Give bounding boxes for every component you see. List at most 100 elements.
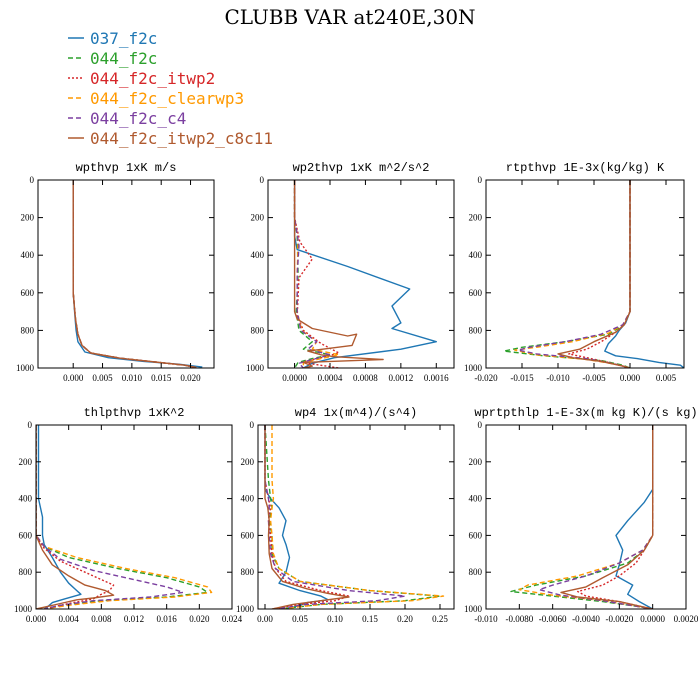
series-line-6	[293, 180, 384, 368]
x-tick-label: 0.20	[397, 614, 413, 624]
y-tick-label: 800	[21, 325, 35, 335]
x-tick-label: 0.024	[222, 614, 243, 624]
y-tick-label: 600	[469, 530, 483, 540]
x-tick-label: 0.010	[122, 373, 143, 383]
panel-6: wprtpthlp 1-E-3x(m kg K)/(s kg)0 200 400 60…	[464, 406, 699, 624]
series-line-1	[615, 425, 654, 609]
x-tick-label: 0.000	[63, 373, 84, 383]
x-tick-label: -0.0020	[605, 614, 633, 624]
x-tick-label: -0.0040	[572, 614, 600, 624]
y-tick-label: 600	[469, 288, 483, 298]
y-tick-label: 800	[19, 567, 33, 577]
panel-3: rtpthvp 1E-3x(kg/kg) K02004006008001000-…	[464, 161, 685, 383]
x-tick-label: -0.015	[510, 373, 534, 383]
y-tick-label: 0	[28, 420, 33, 430]
series-line-3	[577, 425, 654, 609]
series-line-2	[264, 425, 441, 609]
series-line-2	[72, 180, 197, 368]
y-tick-label: 400	[251, 250, 265, 260]
x-tick-label: 0.004	[59, 614, 80, 624]
x-tick-label: 0.0008	[353, 373, 378, 383]
y-tick-label: 200	[469, 457, 483, 467]
x-tick-label: 0.020	[180, 373, 201, 383]
y-tick-label: 400	[469, 250, 483, 260]
y-tick-label: 800	[241, 567, 255, 577]
series-line-2	[36, 425, 209, 609]
series-line-5	[264, 425, 406, 609]
y-tick-label: 400	[469, 494, 483, 504]
panel-title: thlpthvp 1xK^2	[84, 406, 185, 420]
series-line-5	[36, 425, 184, 609]
x-tick-label: 0.25	[432, 614, 448, 624]
y-tick-label: 0	[478, 420, 483, 430]
y-tick-label: 600	[251, 288, 265, 298]
x-tick-label: 0.020	[189, 614, 210, 624]
panel-title: rtpthvp 1E-3x(kg/kg) K	[506, 161, 665, 175]
y-tick-label: 400	[19, 494, 33, 504]
y-tick-label: 1000	[236, 604, 255, 614]
y-tick-label: 0	[30, 175, 35, 185]
plot-frame	[35, 424, 233, 610]
legend: 037_f2c044_f2c044_f2c_itwp2044_f2c_clear…	[68, 29, 273, 148]
y-tick-label: 0	[478, 175, 483, 185]
series-line-4	[36, 425, 213, 609]
panel-title: wp2thvp 1xK m^2/s^2	[293, 161, 430, 175]
panel-2: wp2thvp 1xK m^2/s^2 0 200 400 600 800 1000 0.00…	[246, 161, 455, 383]
x-tick-label: -0.005	[582, 373, 606, 383]
series-line-4	[72, 180, 197, 368]
x-tick-label: 0.0004	[318, 373, 343, 383]
series-line-6	[72, 180, 197, 368]
series-line-4	[269, 425, 445, 609]
plot-frame	[267, 179, 455, 369]
y-tick-label: 400	[21, 250, 35, 260]
x-tick-label: 0.05	[292, 614, 308, 624]
y-tick-label: 200	[469, 213, 483, 223]
x-tick-label: 0.0020	[674, 614, 699, 624]
x-tick-label: -0.020	[474, 373, 498, 383]
y-tick-label: 1000	[464, 363, 483, 373]
series-line-3	[72, 180, 197, 368]
x-tick-label: -0.010	[474, 614, 498, 624]
y-tick-label: 600	[21, 288, 35, 298]
y-tick-label: 600	[241, 530, 255, 540]
x-tick-label: 0.0016	[424, 373, 449, 383]
series-line-1	[604, 180, 684, 368]
series-line-1	[37, 425, 82, 609]
plot-frame	[485, 424, 687, 610]
y-tick-label: 1000	[16, 363, 35, 373]
x-tick-label: 0.00	[257, 614, 273, 624]
y-tick-label: 1000	[246, 363, 265, 373]
legend-label: 044_f2c_itwp2	[90, 69, 215, 88]
plot-frame	[37, 179, 215, 369]
legend-label: 044_f2c_itwp2_c8c11	[90, 129, 273, 148]
series-line-2	[503, 180, 631, 368]
y-tick-label: 400	[241, 494, 255, 504]
series-line-6	[264, 425, 350, 609]
y-tick-label: 1000	[14, 604, 33, 614]
x-tick-label: 0.008	[91, 614, 112, 624]
y-tick-label: 200	[19, 457, 33, 467]
x-tick-label: -0.0060	[539, 614, 567, 624]
plot-frame	[485, 179, 685, 369]
y-tick-label: 200	[251, 213, 265, 223]
x-tick-label: 0.016	[157, 614, 178, 624]
series-line-2	[293, 180, 331, 368]
series-line-3	[264, 425, 350, 609]
y-tick-label: 1000	[464, 604, 483, 614]
x-tick-label: 0.015	[151, 373, 172, 383]
series-line-5	[517, 180, 631, 368]
x-tick-label: 0.005	[656, 373, 677, 383]
x-tick-label: -0.0080	[505, 614, 533, 624]
x-tick-label: 0.10	[327, 614, 343, 624]
x-tick-label: 0.005	[92, 373, 113, 383]
series-line-5	[538, 425, 654, 609]
legend-label: 044_f2c	[90, 49, 157, 68]
y-tick-label: 200	[21, 213, 35, 223]
series-line-4	[518, 425, 654, 609]
series-line-6	[560, 425, 654, 609]
y-tick-label: 600	[19, 530, 33, 540]
